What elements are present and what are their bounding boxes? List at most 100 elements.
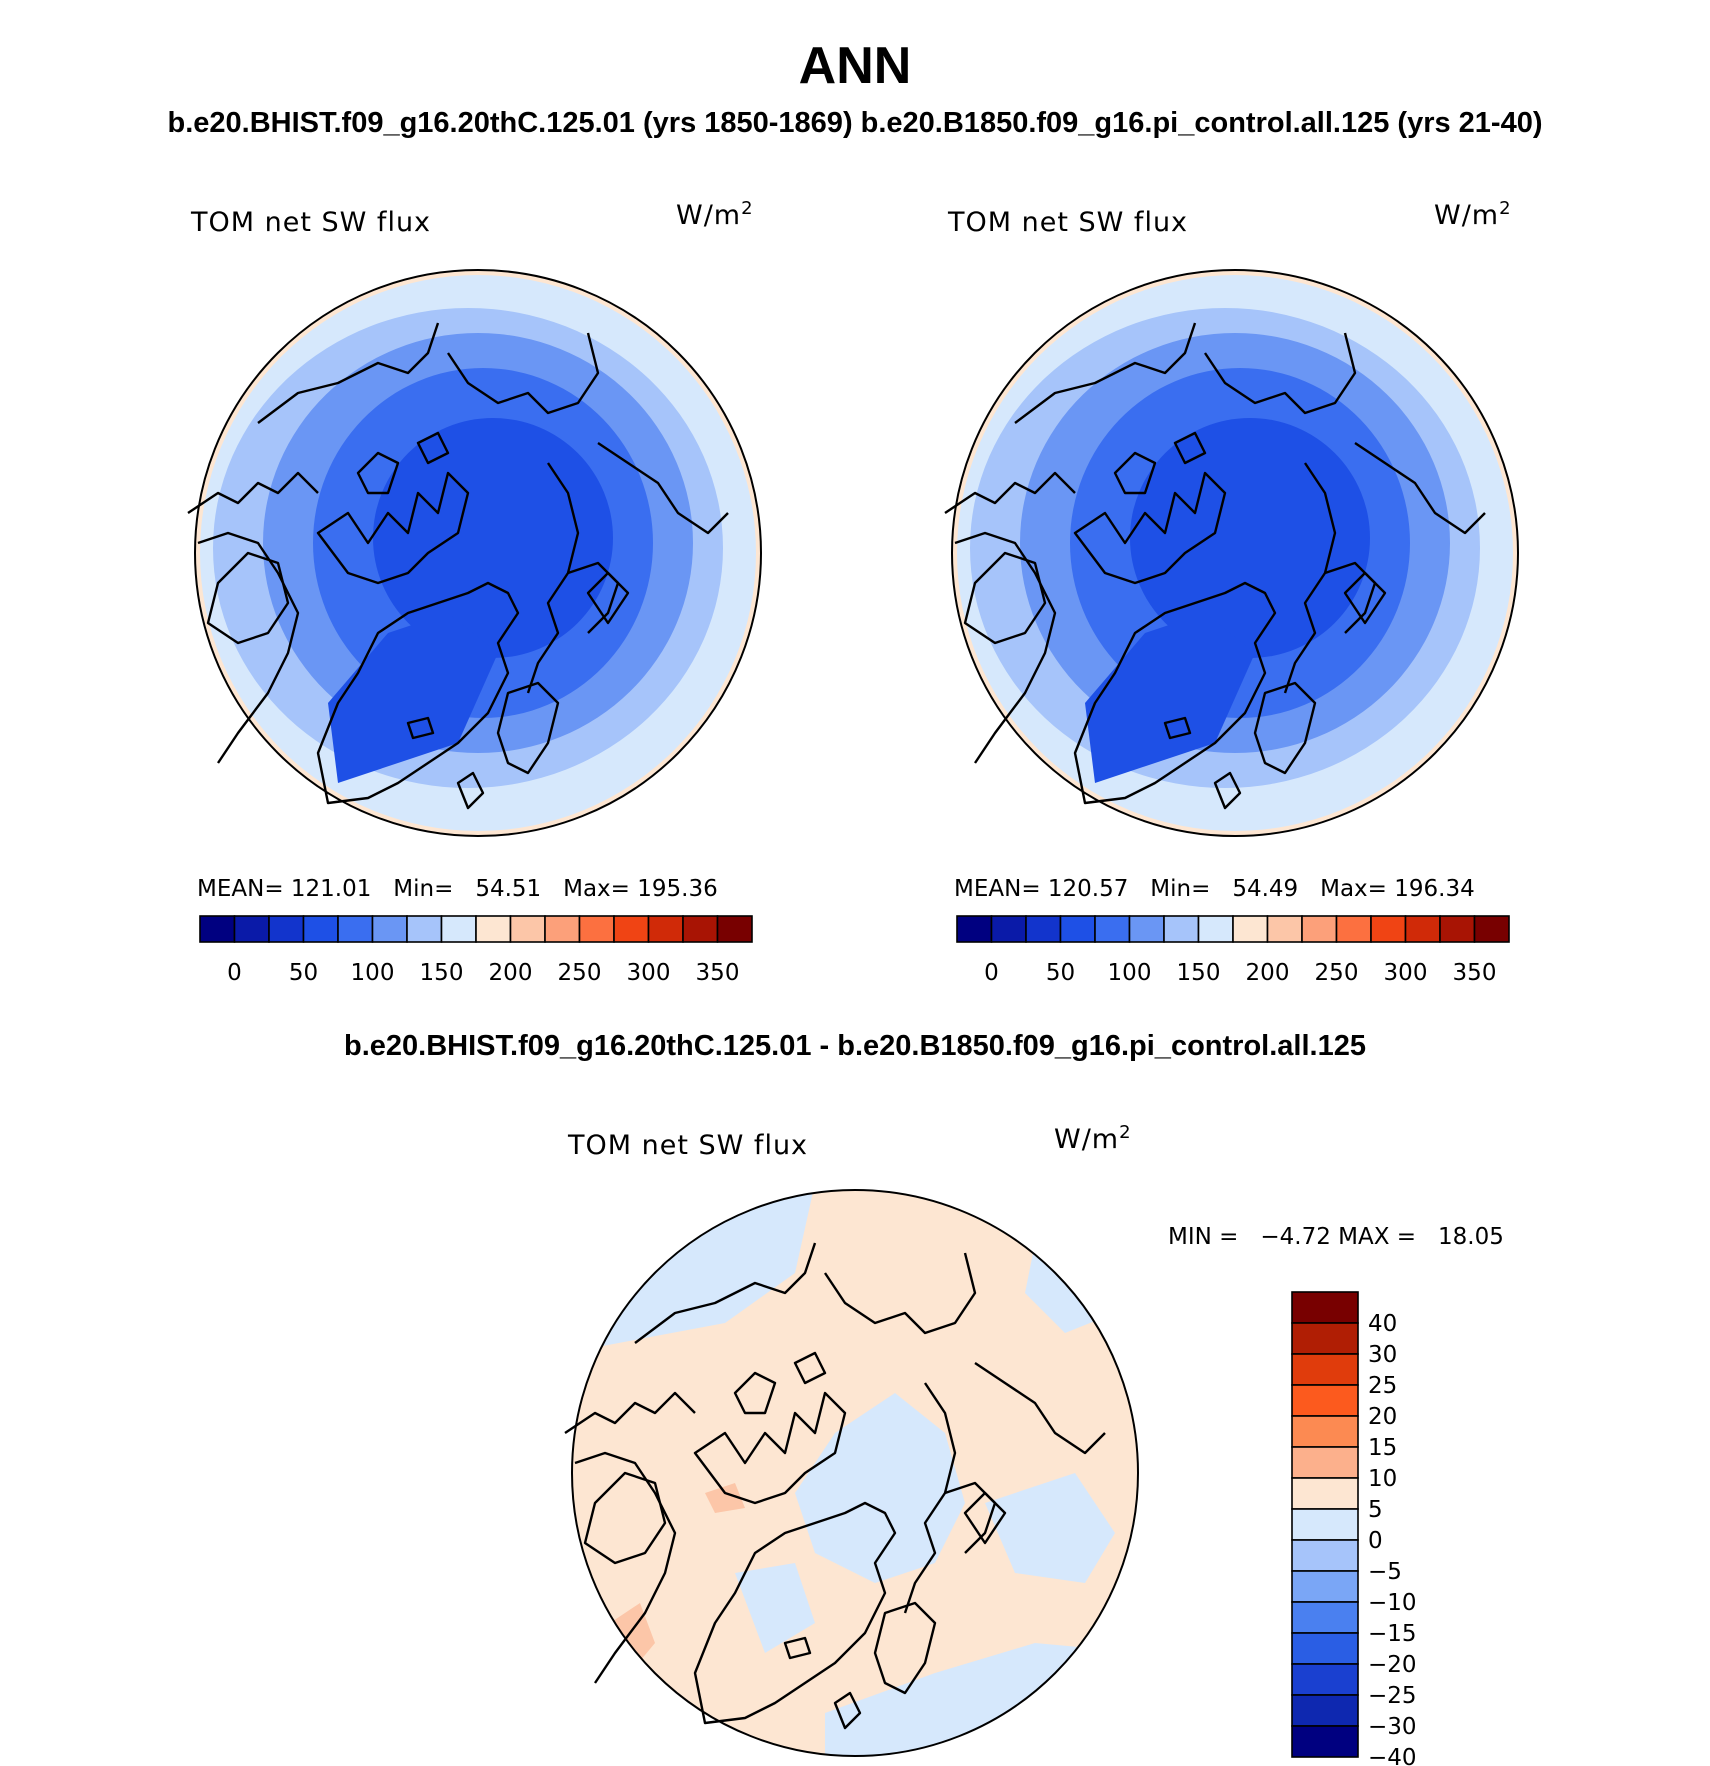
panel2-colorbar-tick-label: 50: [1046, 960, 1075, 986]
panel1-colorbar-swatch: [199, 915, 236, 943]
panel1-colorbar-tick-label: 0: [227, 960, 242, 986]
panel-subtitle-diff: b.e20.BHIST.f09_g16.20thC.125.01 - b.e20…: [344, 1030, 1366, 1062]
panel3-colorbar-swatch: [1291, 1663, 1359, 1696]
panel1-colorbar-swatch: [371, 915, 408, 943]
panel3-colorbar-tick-label: −40: [1368, 1745, 1417, 1766]
panel1-colorbar-tick-label: 50: [289, 960, 318, 986]
panel3-colorbar-tick-label: 5: [1368, 1497, 1383, 1523]
panel3-stats: MIN = −4.72 MAX = 18.05: [1168, 1224, 1504, 1250]
panel2-units-base: W/m: [1434, 200, 1500, 231]
panel3-colorbar-tick-label: 25: [1368, 1373, 1397, 1399]
panel1-colorbar-tick-label: 250: [558, 960, 602, 986]
panel3-colorbar-tick-label: −20: [1368, 1652, 1417, 1678]
panel1-colorbar-swatch: [406, 915, 443, 943]
panel2-colorbar-swatch: [1232, 915, 1269, 943]
panel2-units: W/m2: [1434, 198, 1512, 231]
panel2-colorbar-tick-label: 250: [1315, 960, 1359, 986]
panel2-label: TOM net SW flux: [948, 207, 1189, 238]
panel3-colorbar-swatch: [1291, 1570, 1359, 1603]
panel1-colorbar-tick-label: 100: [351, 960, 395, 986]
panel3-label: TOM net SW flux: [568, 1130, 809, 1161]
panel3-colorbar: 40 30 25 20 15 10 5 0 −5 −10 −15 −20 −25 −30 −40: [1291, 1291, 1417, 1766]
panel2-colorbar-swatch: [1301, 915, 1338, 943]
panel2-colorbar-swatch: [990, 915, 1027, 943]
panel3-colorbar-tick-label: 20: [1368, 1404, 1397, 1430]
panel1-colorbar-swatch: [647, 915, 684, 943]
panel2-colorbar-swatch: [1473, 915, 1510, 943]
panel3-units-exp: 2: [1119, 1122, 1132, 1143]
panel3-colorbar-tick-label: −15: [1368, 1621, 1417, 1647]
panel1-colorbar-swatch: [440, 915, 477, 943]
panel1-colorbar-swatch: [716, 915, 753, 943]
panel2-colorbar-swatch: [956, 915, 993, 943]
panel3-colorbar-swatch: [1291, 1694, 1359, 1727]
panel2-colorbar-tick-label: 200: [1246, 960, 1290, 986]
panel1-colorbar-swatch: [509, 915, 546, 943]
panel2-colorbar-tick-label: 150: [1177, 960, 1221, 986]
panel1-colorbar-swatch: [475, 915, 512, 943]
panel2-colorbar-swatch: [1404, 915, 1441, 943]
panel2-colorbar-swatch: [1094, 915, 1131, 943]
panel2-colorbar-swatch: [1335, 915, 1372, 943]
panel1-units-base: W/m: [676, 200, 742, 231]
panel2-colorbar: 0 50 100 150 200 250 300 350: [956, 915, 1510, 986]
panel3-colorbar-swatch: [1291, 1477, 1359, 1510]
panel3-colorbar-swatch: [1291, 1415, 1359, 1448]
panel1-label: TOM net SW flux: [191, 207, 432, 238]
panel3-colorbar-swatch: [1291, 1508, 1359, 1541]
panel2-colorbar-swatch: [1025, 915, 1062, 943]
panel3-colorbar-swatch: [1291, 1446, 1359, 1479]
panel2-colorbar-swatch: [1370, 915, 1407, 943]
panel-subtitle-top: b.e20.BHIST.f09_g16.20thC.125.01 (yrs 18…: [167, 107, 1543, 139]
panel2-units-exp: 2: [1499, 198, 1512, 219]
panel1-colorbar-tick-label: 200: [489, 960, 533, 986]
panel2-colorbar-swatch: [1059, 915, 1096, 943]
panel2-colorbar-swatch: [1197, 915, 1234, 943]
panel3-colorbar-swatch: [1291, 1353, 1359, 1386]
panel1-colorbar-swatch: [578, 915, 615, 943]
panel1-colorbar-tick-label: 150: [420, 960, 464, 986]
panel1-colorbar-swatch: [337, 915, 374, 943]
panel3-units-base: W/m: [1054, 1124, 1120, 1155]
panel1-colorbar-swatch: [233, 915, 270, 943]
panel3-colorbar-swatch: [1291, 1291, 1359, 1324]
panel1-colorbar-swatch: [544, 915, 581, 943]
panel1-colorbar-tick-label: 300: [627, 960, 671, 986]
panel1-colorbar-swatch: [613, 915, 650, 943]
panel1-colorbar-tick-label: 350: [696, 960, 740, 986]
panel3-colorbar-swatch: [1291, 1384, 1359, 1417]
panel3-colorbar-tick-label: −10: [1368, 1590, 1417, 1616]
panel2-colorbar-tick-label: 100: [1108, 960, 1152, 986]
panel3-colorbar-swatch: [1291, 1322, 1359, 1355]
panel3-colorbar-tick-label: −30: [1368, 1714, 1417, 1740]
panel3-colorbar-tick-label: 10: [1368, 1466, 1397, 1492]
panel2-colorbar-swatch: [1439, 915, 1476, 943]
panel3-colorbar-tick-label: 15: [1368, 1435, 1397, 1461]
panel2-colorbar-tick-label: 0: [984, 960, 999, 986]
panel3-colorbar-swatch: [1291, 1539, 1359, 1572]
panel2-colorbar-swatch: [1128, 915, 1165, 943]
page-title: ANN: [798, 37, 912, 95]
panel3-colorbar-tick-label: 40: [1368, 1311, 1397, 1337]
panel2-colorbar-tick-label: 300: [1384, 960, 1428, 986]
panel3-colorbar-tick-label: 0: [1368, 1528, 1383, 1554]
panel3-colorbar-tick-label: −5: [1368, 1559, 1402, 1585]
panel1-colorbar-swatch: [268, 915, 305, 943]
panel1-polar-map: [186, 269, 762, 837]
panel3-colorbar-tick-label: −25: [1368, 1683, 1417, 1709]
panel1-stats: MEAN= 121.01 Min= 54.51 Max= 195.36: [197, 876, 718, 902]
panel1-units: W/m2: [676, 198, 754, 231]
panel3-units: W/m2: [1054, 1122, 1132, 1155]
panel1-colorbar: 0 50 100 150 200 250 300 350: [199, 915, 753, 986]
panel3-colorbar-swatch: [1291, 1725, 1359, 1758]
panel3-colorbar-swatch: [1291, 1601, 1359, 1634]
panel2-stats: MEAN= 120.57 Min= 54.49 Max= 196.34: [954, 876, 1475, 902]
panel1-colorbar-swatch: [302, 915, 339, 943]
panel2-colorbar-swatch: [1163, 915, 1200, 943]
panel3-colorbar-tick-label: 30: [1368, 1342, 1397, 1368]
panel2-colorbar-swatch: [1266, 915, 1303, 943]
panel2-polar-map: [943, 269, 1519, 837]
panel2-colorbar-tick-label: 350: [1453, 960, 1497, 986]
panel1-colorbar-swatch: [682, 915, 719, 943]
panel3-colorbar-swatch: [1291, 1632, 1359, 1665]
